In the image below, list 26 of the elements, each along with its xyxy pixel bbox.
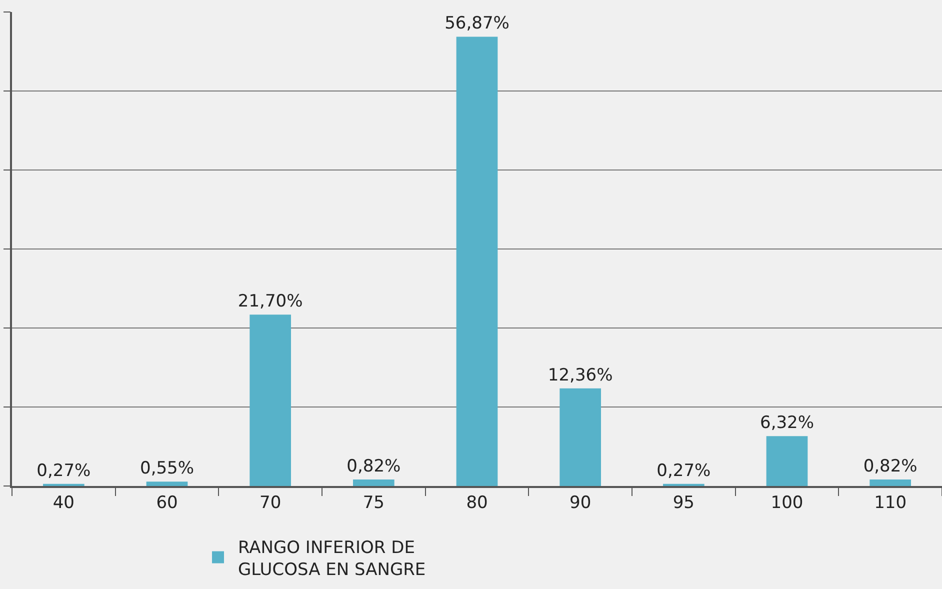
data-label: 6,32%: [760, 413, 814, 434]
bar: [250, 314, 291, 486]
x-tick-label: 70: [260, 493, 282, 514]
bar: [456, 36, 498, 486]
x-tick-label: 110: [874, 493, 907, 514]
data-label: 0,27%: [656, 460, 711, 481]
x-tick-label: 100: [770, 493, 804, 514]
x-tick-label: 60: [156, 493, 178, 514]
x-tick-label: 90: [570, 493, 592, 514]
data-label: 21,70%: [238, 292, 303, 312]
x-tick-label: 80: [466, 493, 488, 514]
data-label: 12,36%: [548, 365, 613, 386]
bar: [353, 480, 394, 486]
legend-label: RANGO INFERIOR DE GLUCOSA EN SANGRE: [238, 538, 426, 580]
bar: [766, 436, 808, 486]
x-tick-label: 40: [52, 493, 74, 514]
data-label: 0,82%: [863, 456, 918, 477]
x-tick-label: 75: [362, 493, 384, 514]
bar: [146, 482, 188, 486]
data-label: 56,87%: [444, 14, 510, 34]
data-label: 0,55%: [140, 458, 194, 479]
bar: [870, 480, 911, 486]
data-label: 0,27%: [36, 460, 91, 481]
bar: [560, 388, 601, 486]
data-label: 0,82%: [346, 456, 401, 477]
x-tick-label: 95: [672, 493, 694, 514]
